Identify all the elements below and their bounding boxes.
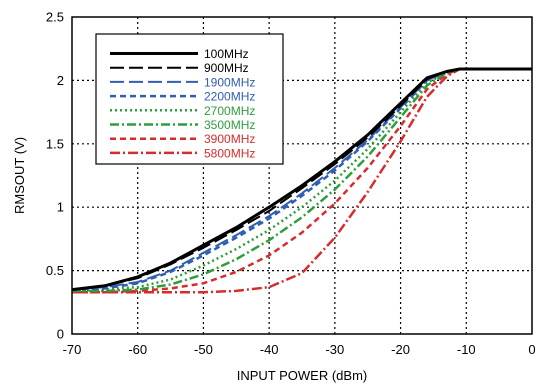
x-tick-label: -60 [128, 342, 147, 357]
legend-label: 2200MHz [204, 90, 255, 104]
x-tick-label: -30 [325, 342, 344, 357]
y-tick-label: 1 [57, 200, 64, 215]
series-line-5800mhz [72, 67, 532, 294]
series-layer [72, 67, 532, 294]
y-tick-label: 1.5 [46, 136, 64, 151]
series-line-3900mhz [72, 67, 532, 294]
series-line-100mhz [72, 67, 532, 292]
y-axis-label: RMSOUT (V) [12, 137, 27, 214]
legend-label: 3900MHz [204, 132, 255, 146]
legend-label: 3500MHz [204, 118, 255, 132]
legend-label: 900MHz [204, 61, 249, 75]
legend-label: 1900MHz [204, 75, 255, 89]
plot-frame [71, 16, 533, 335]
x-tick-label: 0 [528, 342, 535, 357]
y-tick-label: 0 [57, 327, 64, 342]
x-tick-label: -50 [194, 342, 213, 357]
x-tick-label: -20 [391, 342, 410, 357]
legend-label: 5800MHz [204, 146, 255, 160]
legend: 100MHz900MHz1900MHz2200MHz2700MHz3500MHz… [95, 33, 284, 165]
legend-box [95, 33, 284, 165]
y-tick-label: 0.5 [46, 263, 64, 278]
x-axis-label: INPUT POWER (dBm) [237, 368, 368, 383]
x-tick-label: -40 [260, 342, 279, 357]
x-tick-label: -70 [63, 342, 82, 357]
x-tick-label: -10 [457, 342, 476, 357]
legend-label: 2700MHz [204, 104, 255, 118]
tick-labels: -70 -60 -50 -40 -30 -20 -10 0 0 0.5 1 1.5 2 2.5 [46, 10, 536, 358]
y-tick-label: 2.5 [46, 10, 64, 25]
legend-label: 100MHz [204, 47, 249, 61]
y-tick-label: 2 [57, 73, 64, 88]
